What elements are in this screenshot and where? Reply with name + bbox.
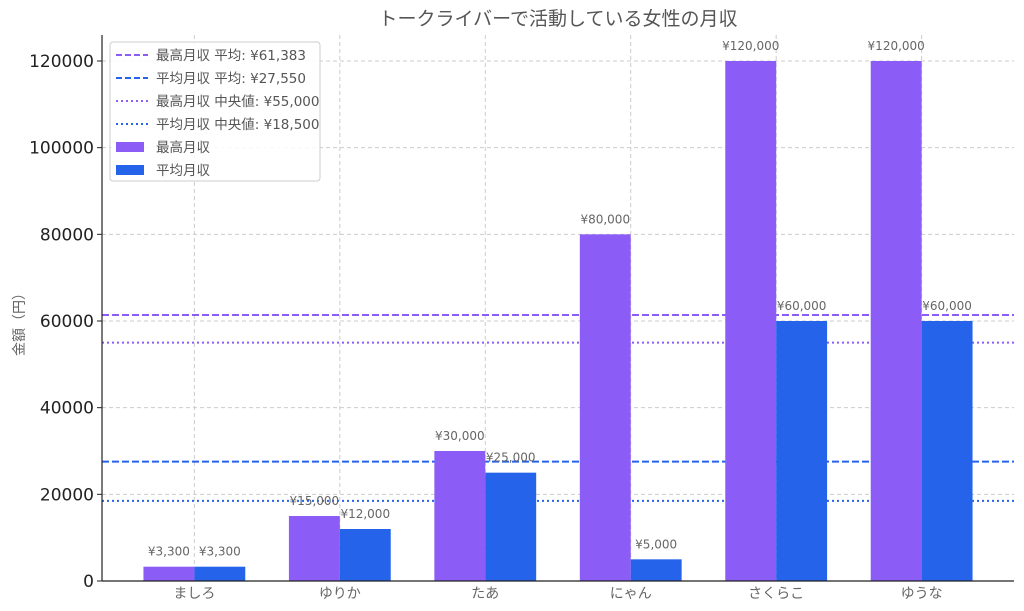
data-label: ¥3,300 [199, 545, 241, 559]
data-label: ¥80,000 [580, 212, 630, 226]
bar-max [579, 234, 631, 582]
legend-swatch [116, 142, 144, 152]
legend-label: 最高月収 平均: ¥61,383 [156, 47, 306, 64]
y-tick-label: 100000 [29, 139, 94, 159]
data-label: ¥3,300 [148, 545, 190, 559]
reference-lines [102, 314, 1014, 502]
data-label: ¥15,000 [290, 494, 340, 508]
data-label: ¥60,000 [777, 299, 827, 313]
y-tick-label: 80000 [40, 225, 94, 245]
bar-max [434, 451, 486, 581]
x-tick-label: たあ [471, 586, 499, 602]
bar-avg [194, 566, 246, 581]
legend-swatch [116, 165, 144, 175]
legend-box [109, 41, 321, 182]
bar-avg [921, 321, 973, 581]
y-tick-label: 40000 [40, 399, 94, 419]
legend-label: 平均月収 中央値: ¥18,500 [156, 117, 319, 133]
data-label: ¥5,000 [635, 537, 677, 551]
legend-label: 平均月収 [156, 163, 210, 179]
bar-avg [339, 529, 391, 581]
x-tick-label: ゆうな [901, 586, 943, 602]
x-tick-label: にゃん [610, 586, 652, 602]
x-tick-label: ましろ [173, 586, 215, 602]
x-tick-label: さくらこ [748, 586, 804, 602]
data-label: ¥60,000 [922, 299, 972, 313]
bars: ¥3,300 ¥15,000 ¥30,000 ¥80,000 ¥120,000 ¥120,… [143, 39, 973, 582]
x-tick-label: ゆりか [319, 586, 361, 602]
y-tick-label: 0 [83, 572, 94, 592]
data-label: ¥12,000 [340, 507, 390, 521]
data-label: ¥120,000 [868, 39, 925, 53]
y-tick-label: 120000 [29, 52, 94, 72]
y-axis-label: 金額（円） [12, 286, 28, 356]
bar-max [143, 566, 195, 581]
data-label: ¥30,000 [435, 429, 485, 443]
legend-label: 平均月収 平均: ¥27,550 [156, 71, 306, 87]
chart-title: トークライバーで活動している女性の月収 [379, 8, 738, 30]
bar-max [288, 516, 340, 581]
legend-label: 最高月収 [156, 139, 210, 156]
legend-label: 最高月収 中央値: ¥55,000 [156, 93, 319, 110]
bar-max [725, 61, 777, 581]
data-label: ¥25,000 [486, 451, 536, 465]
bar-avg [776, 321, 828, 581]
bar-avg [485, 472, 537, 581]
bar-avg [630, 559, 682, 581]
bar-max [870, 61, 922, 581]
axes: 0 20000 40000 60000 80000 100000 120000 ましろ ゆりか た… [29, 35, 1014, 602]
legend: 最高月収 平均: ¥61,383 平均月収 平均: ¥27,550 最高月収 中央値… [109, 41, 321, 182]
y-tick-label: 20000 [40, 485, 94, 505]
y-tick-label: 60000 [40, 312, 94, 332]
data-label: ¥120,000 [722, 39, 779, 53]
